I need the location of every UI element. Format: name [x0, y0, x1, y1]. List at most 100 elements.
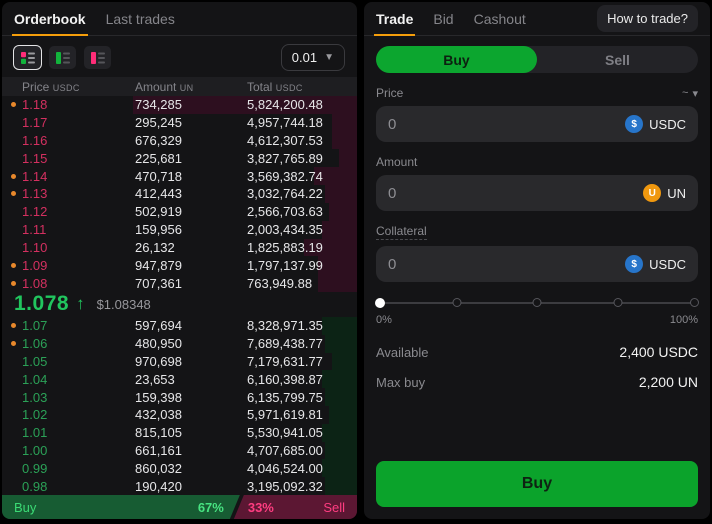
- orderbook-row[interactable]: 1.04 23,653 6,160,398.87: [2, 370, 357, 389]
- total-cell: 6,160,398.87: [247, 371, 323, 387]
- price-cell: 1.18: [22, 97, 48, 113]
- orderbook-row[interactable]: 1.11 159,956 2,003,434.35: [2, 220, 357, 239]
- orderbook-row[interactable]: 1.13 412,443 3,032,764.22: [2, 185, 357, 203]
- amount-cell: 661,161: [135, 443, 182, 458]
- collateral-input[interactable]: 0 $ USDC: [376, 246, 698, 282]
- bids-view-icon: [55, 51, 70, 64]
- precision-dropdown[interactable]: 0.01 ▼: [280, 44, 345, 71]
- slider-max-label: 100%: [669, 314, 698, 326]
- total-cell: 7,179,631.77: [247, 353, 323, 369]
- ratio-buy-label: Buy: [14, 499, 37, 515]
- orderbook-panel: Orderbook Last trades: [2, 2, 357, 519]
- orderbook-row[interactable]: 1.01 815,105 5,530,941.05: [2, 423, 357, 442]
- tab-trade[interactable]: Trade: [373, 2, 416, 36]
- depth-bar: [317, 274, 357, 292]
- total-cell: 4,046,524.00: [247, 460, 323, 476]
- depth-bar: [325, 441, 357, 460]
- orderbook-tabsbar: Orderbook Last trades: [2, 2, 357, 36]
- max-buy-row: Max buy 2,200 UN: [376, 374, 698, 390]
- precision-value: 0.01: [291, 50, 318, 65]
- slider-stop[interactable]: [690, 298, 699, 307]
- amount-cell: 597,694: [135, 318, 182, 334]
- orderbook-row[interactable]: 1.06 480,950 7,689,438.77: [2, 334, 357, 353]
- amount-input[interactable]: 0 U UN: [376, 175, 698, 211]
- depth-bar: [325, 388, 357, 406]
- price-cell: 1.06: [22, 336, 48, 352]
- slider-stop[interactable]: [452, 298, 461, 307]
- total-cell: 1,797,137.99: [247, 257, 323, 273]
- orderbook-row[interactable]: 1.09 947,879 1,797,137.99: [2, 256, 357, 275]
- orderbook-row[interactable]: 1.15 225,681 3,827,765.89: [2, 149, 357, 168]
- view-toggle-combined[interactable]: [13, 45, 42, 70]
- depth-bar: [325, 477, 357, 496]
- ratio-sell-section: 33% Sell: [233, 495, 357, 519]
- how-to-trade-button[interactable]: How to trade?: [597, 5, 698, 32]
- amount-cell: 412,443: [135, 186, 182, 202]
- price-input[interactable]: 0 $ USDC: [376, 106, 698, 142]
- tab-cashout[interactable]: Cashout: [473, 10, 526, 27]
- orderbook-row[interactable]: 1.10 26,132 1,825,883.19: [2, 238, 357, 257]
- total-cell: 7,689,438.77: [247, 336, 323, 352]
- price-cell: 1.04: [22, 371, 48, 387]
- price-cell: 0.98: [22, 478, 48, 494]
- total-cell: 2,003,434.35: [247, 222, 323, 238]
- un-token-icon: U: [643, 184, 662, 202]
- amount-cell: 159,398: [135, 389, 182, 405]
- buy-toggle-button[interactable]: Buy: [376, 46, 537, 73]
- depth-bar: [321, 423, 357, 442]
- mid-price: 1.078: [14, 292, 70, 316]
- orderbook-row[interactable]: 1.14 470,718 3,569,382.74: [2, 167, 357, 186]
- col-total: Total USDC: [247, 79, 303, 94]
- amount-cell: 26,132: [135, 239, 175, 255]
- orderbook-row[interactable]: 1.17 295,245 4,957,744.18: [2, 113, 357, 132]
- collateral-percent-slider[interactable]: [375, 298, 699, 308]
- price-cell: 1.08: [22, 275, 48, 291]
- orderbook-row[interactable]: 1.08 707,361 763,949.88: [2, 274, 357, 292]
- price-mode-toggle[interactable]: ~ ▾: [682, 87, 698, 100]
- price-up-arrow-icon: ↑: [76, 294, 85, 314]
- available-value: 2,400 USDC: [619, 344, 698, 360]
- price-currency: $ USDC: [625, 115, 686, 133]
- depth-bar: [328, 202, 357, 221]
- orderbook-row[interactable]: 1.02 432,038 5,971,619.81: [2, 405, 357, 424]
- orderbook-row[interactable]: 1.12 502,919 2,566,703.63: [2, 202, 357, 221]
- order-flag-dot: [11, 191, 16, 197]
- sell-toggle-button[interactable]: Sell: [537, 46, 698, 73]
- collateral-field-label: Collateral: [376, 224, 427, 240]
- amount-cell: 676,329: [135, 133, 182, 149]
- total-cell: 6,135,799.75: [247, 389, 323, 405]
- price-cell: 1.01: [22, 425, 48, 441]
- price-cell: 1.10: [22, 239, 48, 255]
- slider-stop[interactable]: [375, 298, 385, 308]
- depth-bar: [321, 316, 357, 335]
- amount-cell: 159,956: [135, 222, 182, 238]
- orderbook-row[interactable]: 1.03 159,398 6,135,799.75: [2, 388, 357, 406]
- total-cell: 3,195,092.32: [247, 478, 323, 494]
- total-cell: 3,827,765.89: [247, 150, 323, 166]
- orderbook-row[interactable]: 1.05 970,698 7,179,631.77: [2, 352, 357, 371]
- slider-stop[interactable]: [532, 298, 542, 307]
- orderbook-row[interactable]: 1.07 597,694 8,328,971.35: [2, 316, 357, 335]
- depth-bar: [325, 185, 357, 203]
- submit-buy-button[interactable]: Buy: [376, 461, 698, 507]
- total-cell: 5,530,941.05: [247, 425, 323, 441]
- orderbook-row[interactable]: 1.16 676,329 4,612,307.53: [2, 131, 357, 150]
- orderbook-row[interactable]: 1.00 661,161 4,707,685.00: [2, 441, 357, 460]
- amount-cell: 707,361: [135, 275, 182, 291]
- trade-tabsbar: Trade Bid Cashout How to trade?: [364, 2, 710, 36]
- orderbook-column-headers: Price USDC Amount UN Total USDC: [2, 77, 357, 96]
- view-toggle-asks[interactable]: [84, 46, 111, 69]
- orderbook-row[interactable]: 1.18 734,285 5,824,200.48: [2, 96, 357, 114]
- tab-bid[interactable]: Bid: [433, 10, 454, 27]
- slider-stop[interactable]: [613, 298, 622, 307]
- bids-list: 1.07 597,694 8,328,971.35 1.06 480,950 7,689,…: [2, 316, 357, 496]
- asks-view-icon: [90, 51, 105, 64]
- tab-orderbook[interactable]: Orderbook: [12, 2, 88, 36]
- amount-cell: 860,032: [135, 460, 182, 476]
- tab-last-trades[interactable]: Last trades: [105, 10, 175, 27]
- orderbook-row[interactable]: 0.99 860,032 4,046,524.00: [2, 459, 357, 478]
- view-toggle-bids[interactable]: [49, 46, 76, 69]
- order-flag-dot: [11, 280, 16, 286]
- orderbook-row[interactable]: 0.98 190,420 3,195,092.32: [2, 477, 357, 496]
